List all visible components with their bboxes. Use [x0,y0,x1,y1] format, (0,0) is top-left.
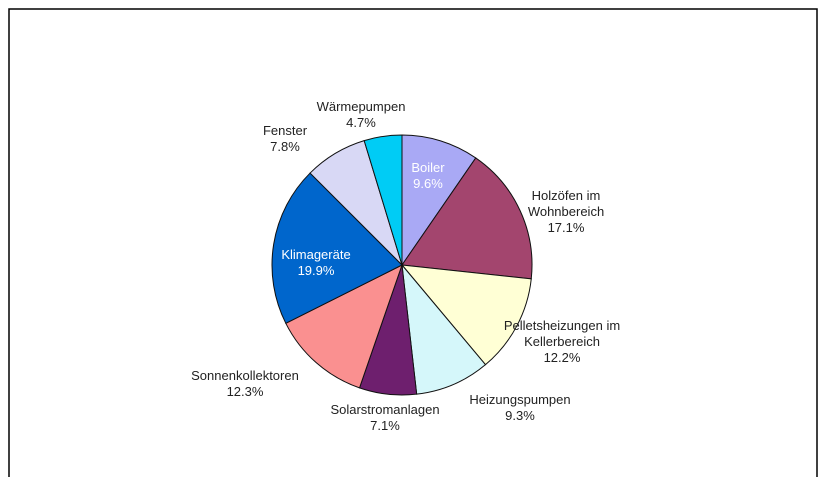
pie-slice [285,264,403,389]
value-label: 7.1% [370,418,400,433]
pie-slice [401,134,477,267]
value-label: 12.3% [226,384,264,399]
slice-label: Holzöfen im Wohnbereich 17.1% [511,188,621,236]
value-label: 9.3% [505,408,535,423]
category-name: Solarstromanlagen [330,402,440,417]
value-label: 12.2% [543,350,581,365]
category-name: Wärmepumpen [316,99,406,114]
value-label: 19.9% [297,263,335,278]
slice-label: Heizungspumpen 9.3% [450,392,590,424]
category-name: Boiler [411,160,445,175]
category-name: Fenster [262,123,308,138]
value-label: 17.1% [547,220,585,235]
value-label: 9.6% [413,176,443,191]
slice-label: Pelletsheizungen im Kellerbereich 12.2% [492,318,632,366]
category-name: Pelletsheizungen im Kellerbereich [503,318,621,349]
slice-label: Boiler 9.6% [388,160,468,192]
category-name: Heizungspumpen [469,392,571,407]
value-label: 7.8% [270,139,300,154]
pie-slice [401,157,533,280]
slice-label: Sonnenkollektoren 12.3% [175,368,315,400]
pie-slice [400,264,532,366]
slice-label: Wärmepumpen 4.7% [311,99,411,131]
category-name: Holzöfen im Wohnbereich [527,188,605,219]
pie-slice [363,134,403,266]
category-name: Klimageräte [281,247,351,262]
slice-label: Solarstromanlagen 7.1% [315,402,455,434]
category-name: Sonnenkollektoren [191,368,299,383]
frame [8,8,818,477]
value-label: 4.7% [346,115,376,130]
slice-label: Klimageräte 19.9% [266,247,366,279]
slice-label: Fenster 7.8% [245,123,325,155]
pie-slice [271,172,403,324]
